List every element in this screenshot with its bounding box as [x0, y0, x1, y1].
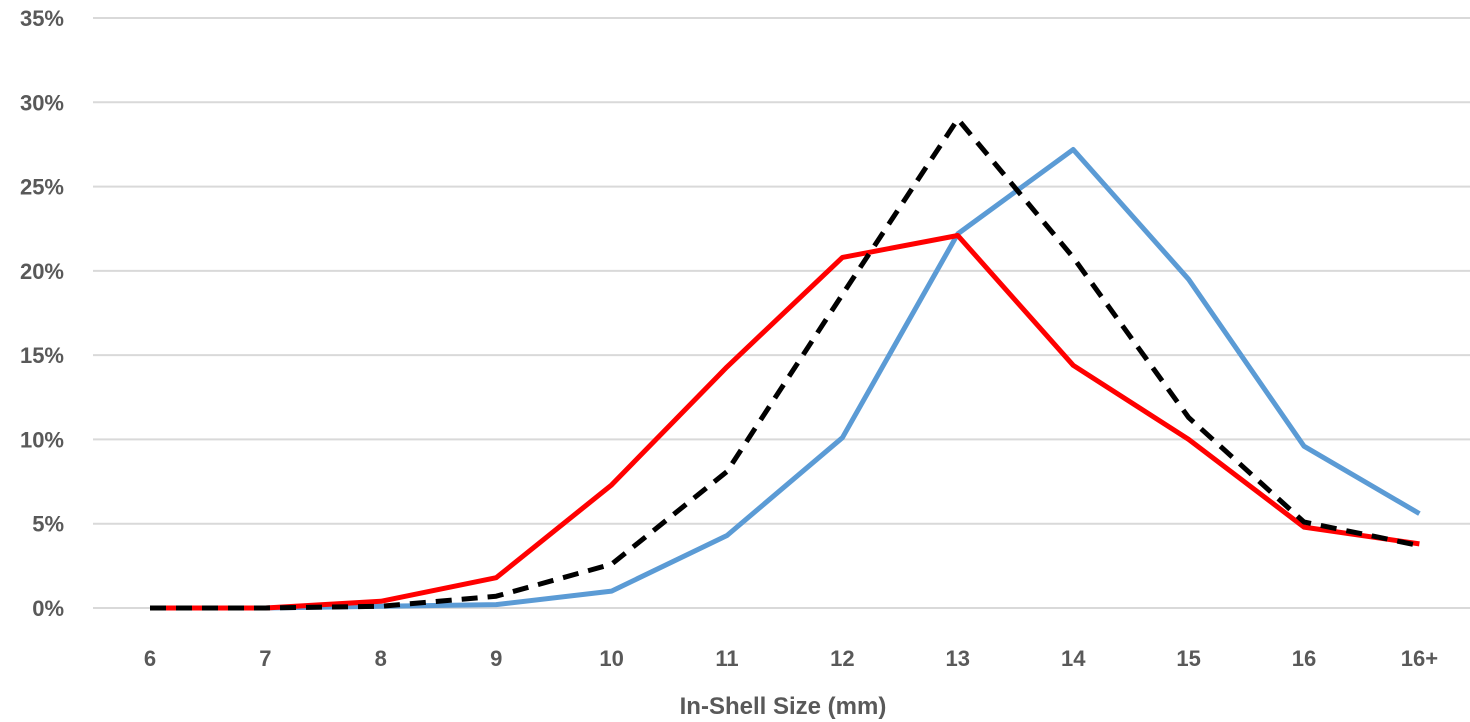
- x-tick-label: 16: [1292, 646, 1316, 671]
- x-tick-label: 15: [1176, 646, 1200, 671]
- y-tick-label: 30%: [20, 90, 64, 115]
- y-tick-label: 35%: [20, 6, 64, 31]
- series-line-1: [150, 147, 1421, 611]
- x-tick-label: 11: [715, 646, 738, 671]
- y-axis-tick-labels: 0% 5% 10% 15% 20% 25% 30% 35%: [20, 6, 64, 621]
- series-line-2: [150, 233, 1420, 611]
- y-tick-label: 0%: [32, 596, 64, 621]
- x-tick-label: 9: [490, 646, 502, 671]
- series-line-3: [150, 116, 1420, 611]
- x-axis-title: In-Shell Size (mm): [680, 693, 887, 720]
- x-tick-label: 14: [1061, 646, 1086, 671]
- x-axis-tick-labels: 6 7 8 9 10 11 12 13 14 15 16 16+: [144, 646, 1438, 671]
- x-tick-label: 6: [144, 646, 156, 671]
- x-tick-label: 16+: [1401, 646, 1438, 671]
- x-tick-label: 10: [599, 646, 623, 671]
- x-tick-label: 8: [375, 646, 387, 671]
- y-tick-label: 15%: [20, 343, 64, 368]
- x-tick-label: 12: [830, 646, 854, 671]
- y-tick-label: 20%: [20, 259, 64, 284]
- y-tick-label: 25%: [20, 175, 64, 200]
- y-tick-label: 5%: [32, 512, 64, 537]
- gridlines: [93, 17, 1470, 609]
- series-lines: [150, 116, 1421, 611]
- x-tick-label: 13: [946, 646, 970, 671]
- x-tick-label: 7: [259, 646, 271, 671]
- y-tick-label: 10%: [20, 427, 64, 452]
